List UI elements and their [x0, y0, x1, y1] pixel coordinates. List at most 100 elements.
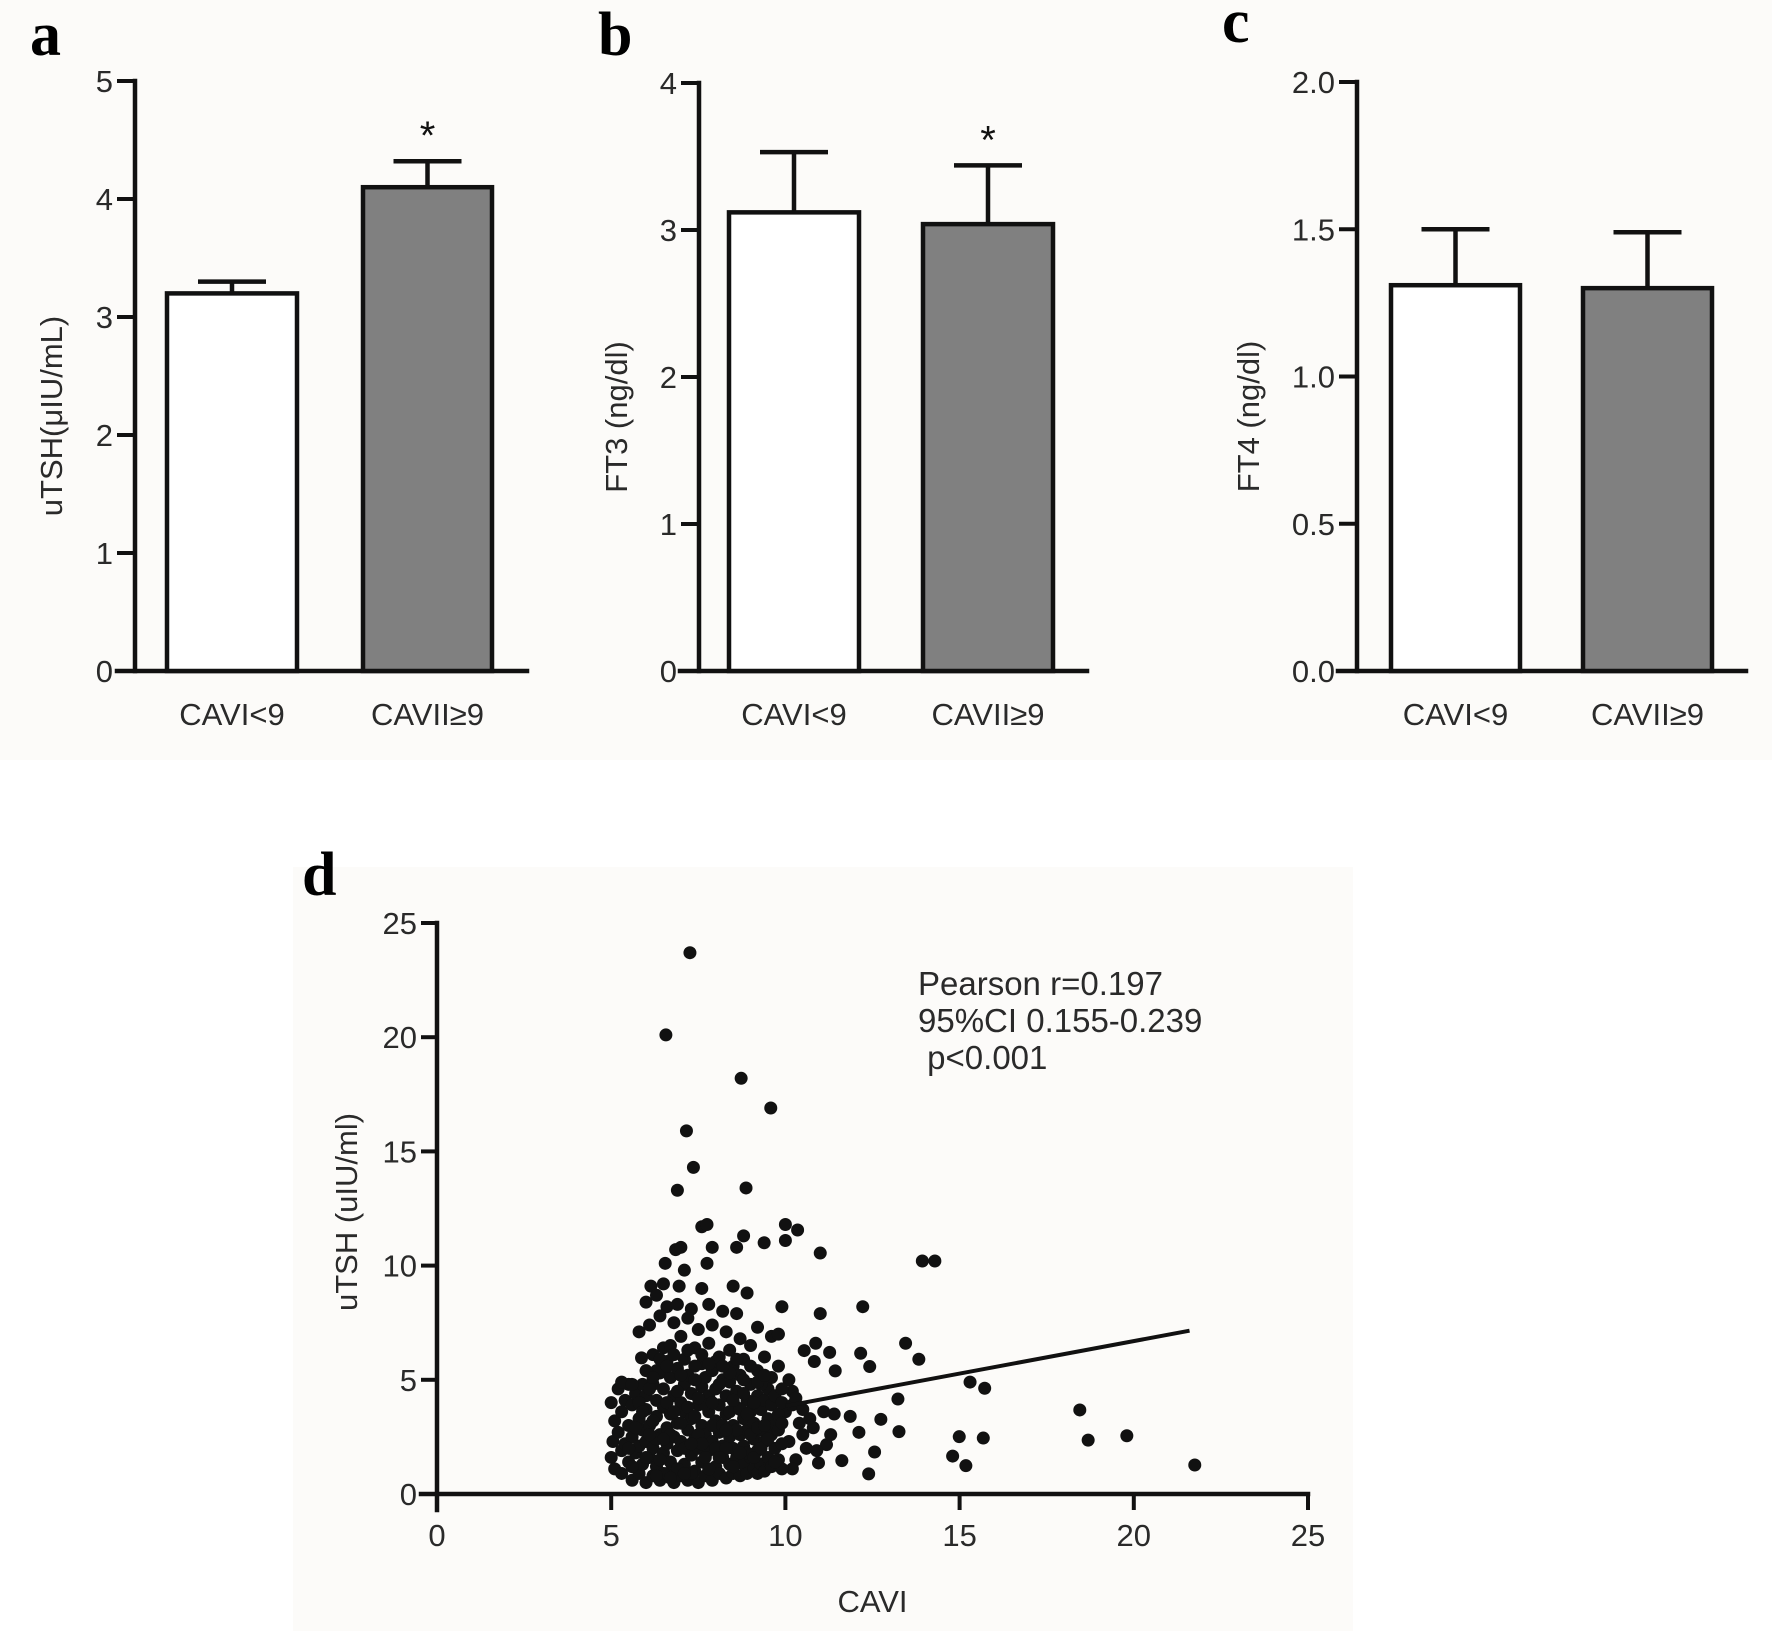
panel-letter: a — [30, 1, 61, 69]
data-point — [740, 1407, 754, 1421]
category-label: CAVII≥9 — [371, 697, 484, 732]
y-tick-label: 0 — [400, 1477, 417, 1512]
data-point — [789, 1391, 803, 1405]
data-point — [768, 1455, 782, 1469]
data-point — [862, 1467, 876, 1481]
data-point — [754, 1441, 768, 1455]
data-point — [757, 1418, 771, 1432]
y-axis-title: uTSH(μIU/mL) — [34, 316, 69, 516]
data-point — [952, 1430, 966, 1444]
category-label: CAVII≥9 — [932, 697, 1045, 732]
x-tick-label: 0 — [428, 1518, 445, 1553]
data-point — [785, 1462, 799, 1476]
data-point — [686, 1160, 700, 1174]
data-point — [737, 1373, 751, 1387]
data-point — [1081, 1433, 1095, 1447]
data-point — [854, 1346, 868, 1360]
category-label: CAVI<9 — [741, 697, 846, 732]
stats-annotation-line: Pearson r=0.197 — [918, 965, 1163, 1002]
data-point — [976, 1431, 990, 1445]
data-point — [978, 1381, 992, 1395]
data-point — [646, 1371, 660, 1385]
data-point — [726, 1393, 740, 1407]
data-point — [733, 1332, 747, 1346]
y-tick-label: 10 — [383, 1249, 417, 1284]
data-point — [778, 1233, 792, 1247]
data-point — [809, 1336, 823, 1350]
data-point — [792, 1416, 806, 1430]
data-point — [653, 1309, 667, 1323]
panel-d-scatter-plot: d 0 5 10 15 20 25 0 5 10 15 20 25 CAVI uTSH (uIU/ml) Pe… — [302, 841, 1325, 1619]
data-point — [824, 1428, 838, 1442]
significance-marker: * — [980, 118, 996, 162]
x-tick-label: 20 — [1117, 1518, 1151, 1553]
data-point — [757, 1350, 771, 1364]
data-point — [695, 1437, 709, 1451]
data-point — [856, 1300, 870, 1314]
data-point — [667, 1316, 681, 1330]
data-point — [891, 1392, 905, 1406]
data-point — [712, 1450, 726, 1464]
data-point — [622, 1441, 636, 1455]
data-point — [639, 1450, 653, 1464]
data-point — [807, 1355, 821, 1369]
data-point — [775, 1300, 789, 1314]
y-tick-label: 0 — [660, 654, 677, 689]
data-point — [726, 1279, 740, 1293]
y-tick-label: 3 — [96, 300, 113, 335]
data-point — [660, 1396, 674, 1410]
data-point — [797, 1344, 811, 1358]
panel-c-bar-chart: c 0.0 0.5 1.0 1.5 2.0 FT4 (ng/dl) CAVI<9 CAVII≥9 — [1222, 0, 1749, 732]
data-point — [771, 1359, 785, 1373]
y-axis-title: uTSH (uIU/ml) — [329, 1113, 364, 1311]
y-tick-label: 2.0 — [1292, 65, 1335, 100]
data-point — [663, 1471, 677, 1485]
data-point — [813, 1307, 827, 1321]
data-point — [646, 1414, 660, 1428]
data-point — [799, 1441, 813, 1455]
data-point — [615, 1466, 629, 1480]
bar — [920, 221, 1056, 674]
data-point — [625, 1377, 639, 1391]
data-point — [674, 1240, 688, 1254]
data-point — [761, 1432, 775, 1446]
data-point — [828, 1364, 842, 1378]
data-point — [705, 1240, 719, 1254]
significance-marker: * — [420, 114, 436, 158]
y-tick-label: 0.0 — [1292, 654, 1335, 689]
data-point — [737, 1229, 751, 1243]
data-point — [604, 1396, 618, 1410]
data-point — [649, 1469, 663, 1483]
data-point — [723, 1343, 737, 1357]
y-tick-label: 1.0 — [1292, 360, 1335, 395]
data-point — [868, 1445, 882, 1459]
y-tick-label: 0 — [96, 654, 113, 689]
y-tick-label: 25 — [383, 906, 417, 941]
data-point — [739, 1181, 753, 1195]
x-tick-label: 10 — [768, 1518, 802, 1553]
scatter-points — [604, 946, 1202, 1490]
y-tick-label: 0.5 — [1292, 507, 1335, 542]
data-point — [702, 1357, 716, 1371]
data-point — [733, 1446, 747, 1460]
data-point — [810, 1444, 824, 1458]
data-point — [775, 1416, 789, 1430]
data-point — [712, 1377, 726, 1391]
data-point — [744, 1359, 758, 1373]
data-point — [649, 1288, 663, 1302]
panel-letter: c — [1222, 0, 1250, 56]
data-point — [723, 1405, 737, 1419]
data-point — [775, 1396, 789, 1410]
data-point — [608, 1414, 622, 1428]
y-tick-label: 5 — [400, 1363, 417, 1398]
data-point — [852, 1425, 866, 1439]
data-point — [899, 1336, 913, 1350]
data-point — [695, 1281, 709, 1295]
category-label: CAVI<9 — [179, 697, 284, 732]
data-point — [928, 1254, 942, 1268]
data-point — [663, 1371, 677, 1385]
data-point — [700, 1256, 714, 1270]
data-point — [698, 1450, 712, 1464]
panel-a-bar-chart: a 0 1 2 3 4 5 uTSH(μIU/mL) CAVI<9 CAVII≥9 * — [30, 1, 530, 732]
